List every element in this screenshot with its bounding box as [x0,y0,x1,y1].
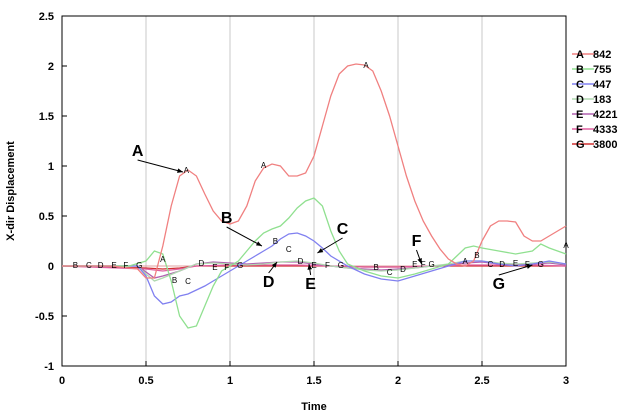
x-tick-label: 0.5 [138,375,153,387]
y-tick-label: 2 [48,61,54,73]
legend-label-f: F [576,124,583,136]
annotation-arrow [137,159,184,173]
annotation-arrowhead [307,264,313,270]
point-marker-g: G [136,261,142,270]
legend-label-a: A [576,49,584,61]
point-marker-a: A [184,166,190,175]
annotation-g: G [493,276,505,293]
annotation-arrow [498,264,533,276]
legend-label-c: C [576,79,584,91]
x-tick-label: 3 [563,375,569,387]
series-line-b [62,197,567,329]
legend-label-d: D [576,94,584,106]
point-marker-f: F [421,260,426,269]
point-marker-a: A [160,255,166,264]
x-tick-label: 2 [395,375,401,387]
y-tick-label: -0.5 [35,311,54,323]
annotation-arrowhead [417,258,422,264]
legend-value-e: 4221 [593,109,617,121]
point-marker-a: A [463,257,469,266]
legend-value-c: 447 [593,79,611,91]
y-axis-title: X-dir Displacement [5,141,17,241]
legend-label-b: B [576,64,584,76]
point-marker-d: D [298,257,304,266]
point-marker-b: B [273,237,278,246]
y-tick-label: 0 [48,261,54,273]
point-marker-e: E [513,259,518,268]
point-marker-e: E [412,260,417,269]
point-marker-b: B [73,261,78,270]
point-marker-e: E [212,263,217,272]
y-axis-ticks: -1 -0.5 0 0.5 1 1.5 2 2.5 [35,11,67,373]
legend-value-g: 3800 [593,139,617,151]
point-marker-b: B [474,251,479,260]
legend-label-e: E [576,109,583,121]
annotation-f: F [412,233,422,250]
annotation-arrowhead [255,241,262,246]
point-marker-f: F [325,261,330,270]
point-marker-c: C [488,260,494,269]
y-tick-label: 2.5 [39,11,54,23]
point-marker-d: D [499,260,505,269]
point-marker-f: F [123,261,128,270]
x-tick-label: 1.5 [306,375,321,387]
point-marker-g: G [237,261,243,270]
x-tick-label: 2.5 [474,375,489,387]
y-tick-label: 1 [48,161,54,173]
annotation-c: C [337,221,349,238]
legend-value-d: 183 [593,94,611,106]
series-line-c [62,232,567,305]
point-markers: BCDEFGABCADEFGABCDEFGABCDEFGABCDEFGA [73,61,570,286]
point-marker-d: D [400,265,406,274]
annotation-a: A [132,143,144,160]
point-marker-f: F [224,263,229,272]
point-marker-e: E [311,261,316,270]
x-tick-label: 1 [227,375,233,387]
point-marker-c: C [286,245,292,254]
series-line-f [61,264,567,272]
point-marker-d: D [199,259,205,268]
point-marker-a: A [363,61,369,70]
y-tick-label: 0.5 [39,211,54,223]
y-tick-label: 1.5 [39,111,54,123]
grid [62,16,566,366]
point-marker-a: A [261,161,267,170]
x-axis-ticks: 0 0.5 1 1.5 2 2.5 3 [59,361,569,387]
point-marker-d: D [98,261,104,270]
point-marker-a: A [563,241,569,250]
point-marker-g: G [538,260,544,269]
point-marker-b: B [172,276,177,285]
legend: A 842 B 755 C 447 D 183 E 4221 F 4333 G 3800 [572,49,617,151]
point-marker-g: G [338,261,344,270]
legend-value-b: 755 [593,64,611,76]
legend-value-f: 4333 [593,124,617,136]
annotation-arrowhead [177,168,183,173]
point-marker-c: C [387,268,393,277]
series-lines [61,63,567,329]
x-axis-title: Time [301,401,326,413]
annotation-b: B [221,210,233,227]
point-marker-b: B [373,263,378,272]
annotation-d: D [263,274,275,291]
point-marker-c: C [86,261,92,270]
legend-label-g: G [576,139,585,151]
series-line-a [62,63,567,279]
annotation-arrow [226,226,263,247]
point-marker-c: C [185,277,191,286]
point-marker-e: E [111,261,116,270]
annotation-arrowhead [526,264,533,269]
annotation-e: E [305,276,316,293]
annotation-arrowhead [271,262,278,268]
y-tick-label: -1 [44,361,54,373]
legend-value-a: 842 [593,49,611,61]
x-tick-label: 0 [59,375,65,387]
point-marker-g: G [428,260,434,269]
annotation-arrowhead [317,248,324,253]
